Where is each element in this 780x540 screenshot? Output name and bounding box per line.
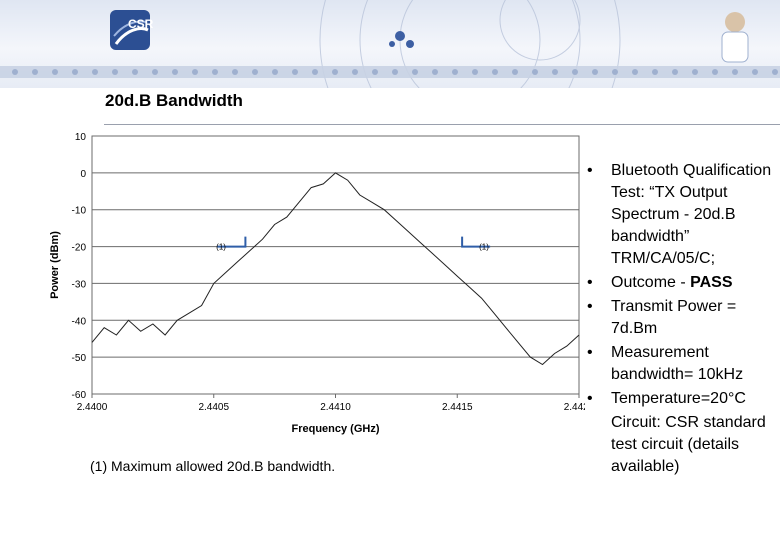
bullet-text: Bluetooth Qualification Test: “TX Output… (611, 162, 772, 267)
csr-logo: CSR (110, 10, 154, 50)
y-axis-label: Power (dBm) (49, 231, 61, 299)
plot-area (91, 135, 580, 395)
bullet-measurement-bandwidth: • Measurement bandwidth= 10kHz (585, 342, 775, 386)
marker-annotations: (1) (1) (216, 243, 489, 252)
molecule-icon (389, 31, 414, 48)
y-tick-label: -50 (72, 353, 87, 364)
bullet-temperature: • Temperature=20°C (585, 388, 775, 410)
y-tick-label: -40 (72, 316, 87, 327)
bullet-text: Temperature=20°C (611, 390, 746, 407)
bullet-marker: • (587, 390, 593, 407)
banner-graphic: CSR (0, 0, 780, 88)
results-list: • Bluetooth Qualification Test: “TX Outpu… (585, 160, 775, 480)
y-tick-label: 10 (75, 132, 87, 143)
y-tick-label: -20 (72, 243, 87, 254)
page-title: 20d.B Bandwidth (105, 91, 243, 110)
spectrum-chart: 10 0 -10 -20 -30 -40 -50 -60 2.4400 2.4405 2.4410… (49, 132, 585, 435)
x-tick-labels: 2.4400 2.4405 2.4410 2.4415 2.4420 (77, 402, 585, 413)
title-divider (104, 124, 780, 125)
bullet-marker: • (587, 344, 593, 361)
x-axis-label: Frequency (GHz) (291, 423, 379, 435)
x-tick-label: 2.4410 (320, 402, 351, 413)
y-tick-label: 0 (80, 169, 86, 180)
bandwidth-limit-marker (217, 236, 247, 248)
logo-text: CSR (128, 17, 154, 31)
x-tick-label: 2.4415 (442, 402, 473, 413)
bullet-test-name: • Bluetooth Qualification Test: “TX Outpu… (585, 160, 775, 270)
chart-footnote: (1) Maximum allowed 20d.B bandwidth. (90, 458, 336, 474)
bullet-text: Measurement bandwidth= 10kHz (611, 344, 744, 383)
bullet-circuit: Circuit: CSR standard test circuit (deta… (585, 412, 775, 478)
bullet-marker: • (587, 162, 593, 179)
annotation-label: (1) (216, 243, 226, 252)
bandwidth-markers (217, 236, 491, 248)
annotation-label: (1) (479, 243, 489, 252)
y-tick-label: -10 (72, 206, 87, 217)
bandwidth-limit-marker (461, 236, 491, 248)
bullet-outcome: • Outcome - PASS (585, 272, 775, 294)
person-figure-icon (721, 12, 749, 63)
y-tick-labels: 10 0 -10 -20 -30 -40 -50 -60 (72, 132, 87, 401)
y-tick-label: -60 (72, 390, 87, 401)
x-tick-label: 2.4400 (77, 402, 108, 413)
header-banner: CSR (0, 0, 780, 88)
x-tick-label: 2.4405 (198, 402, 229, 413)
spectrum-series-line (91, 172, 580, 366)
outcome-status: PASS (690, 274, 733, 291)
bullet-marker: • (587, 274, 593, 291)
y-tick-label: -30 (72, 279, 87, 290)
x-tick-label: 2.4420 (564, 402, 585, 413)
bullet-text: Outcome - (611, 274, 691, 291)
bullet-text: Transmit Power = 7d.Bm (611, 298, 737, 337)
bullet-marker: • (587, 298, 593, 315)
bullet-text: Circuit: CSR standard test circuit (deta… (611, 414, 766, 475)
bullet-transmit-power: • Transmit Power = 7d.Bm (585, 296, 775, 340)
